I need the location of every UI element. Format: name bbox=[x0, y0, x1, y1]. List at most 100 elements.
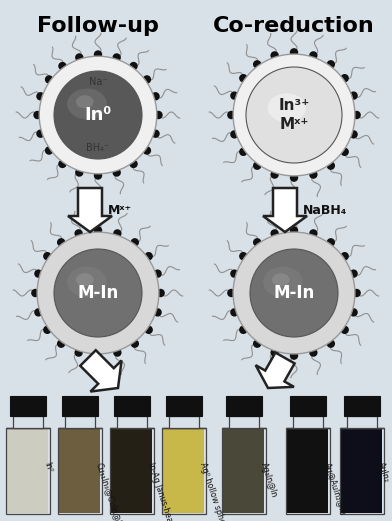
Circle shape bbox=[74, 349, 83, 357]
Circle shape bbox=[151, 92, 160, 101]
Circle shape bbox=[309, 229, 318, 238]
Text: NaBH₄: NaBH₄ bbox=[303, 204, 347, 217]
Ellipse shape bbox=[268, 93, 306, 122]
Circle shape bbox=[131, 238, 139, 246]
Circle shape bbox=[145, 252, 153, 260]
Circle shape bbox=[74, 229, 83, 238]
Bar bbox=[293, 416, 323, 428]
Ellipse shape bbox=[263, 267, 303, 297]
Circle shape bbox=[290, 226, 298, 234]
Circle shape bbox=[309, 51, 318, 59]
Circle shape bbox=[43, 326, 51, 334]
Circle shape bbox=[34, 269, 43, 278]
Circle shape bbox=[253, 340, 261, 348]
Ellipse shape bbox=[76, 95, 94, 108]
Text: Na⁻: Na⁻ bbox=[89, 77, 107, 87]
Circle shape bbox=[290, 173, 298, 182]
Circle shape bbox=[270, 349, 279, 357]
Text: M-In: M-In bbox=[77, 284, 119, 302]
Circle shape bbox=[327, 162, 335, 170]
Bar bbox=[169, 416, 199, 428]
Bar bbox=[114, 396, 150, 416]
Polygon shape bbox=[263, 188, 307, 232]
Bar bbox=[62, 396, 98, 416]
Circle shape bbox=[153, 269, 162, 278]
Ellipse shape bbox=[272, 273, 290, 287]
Bar bbox=[226, 396, 262, 416]
Text: In⁰: In⁰ bbox=[84, 106, 112, 124]
Circle shape bbox=[143, 75, 151, 84]
Circle shape bbox=[239, 147, 247, 156]
Text: Ag⁰ hollow spheres: Ag⁰ hollow spheres bbox=[198, 461, 230, 521]
Circle shape bbox=[239, 252, 247, 260]
Circle shape bbox=[327, 238, 335, 246]
Ellipse shape bbox=[233, 232, 355, 354]
Circle shape bbox=[31, 289, 40, 297]
Circle shape bbox=[341, 74, 349, 82]
Circle shape bbox=[58, 62, 67, 70]
Circle shape bbox=[113, 168, 121, 177]
Text: Cu₁₁In₉@CuIn@In: Cu₁₁In₉@CuIn@In bbox=[94, 461, 124, 521]
Circle shape bbox=[227, 289, 236, 297]
Circle shape bbox=[227, 111, 236, 119]
Ellipse shape bbox=[39, 56, 157, 174]
Circle shape bbox=[113, 53, 121, 61]
Circle shape bbox=[290, 352, 298, 360]
Circle shape bbox=[57, 340, 65, 348]
Ellipse shape bbox=[54, 249, 142, 337]
Bar bbox=[229, 416, 259, 428]
Circle shape bbox=[239, 74, 247, 82]
Circle shape bbox=[230, 308, 239, 317]
Text: In⁰: In⁰ bbox=[42, 461, 54, 474]
Circle shape bbox=[253, 238, 261, 246]
Bar bbox=[117, 416, 147, 428]
Circle shape bbox=[270, 170, 279, 179]
Text: Au@AuIn₂@In: Au@AuIn₂@In bbox=[323, 461, 348, 516]
Circle shape bbox=[75, 168, 83, 177]
Circle shape bbox=[33, 111, 42, 119]
Bar bbox=[10, 396, 46, 416]
Bar bbox=[341, 429, 383, 513]
Circle shape bbox=[253, 60, 261, 69]
Bar bbox=[223, 429, 265, 513]
Circle shape bbox=[239, 326, 247, 334]
Circle shape bbox=[75, 53, 83, 61]
Circle shape bbox=[94, 226, 102, 234]
Circle shape bbox=[309, 170, 318, 179]
Circle shape bbox=[309, 349, 318, 357]
Circle shape bbox=[58, 160, 67, 168]
Circle shape bbox=[327, 60, 335, 69]
Circle shape bbox=[94, 352, 102, 360]
Circle shape bbox=[349, 92, 358, 100]
Ellipse shape bbox=[37, 232, 159, 354]
Circle shape bbox=[145, 326, 153, 334]
Circle shape bbox=[349, 308, 358, 317]
Circle shape bbox=[151, 130, 160, 138]
Text: Ag₃In@In: Ag₃In@In bbox=[258, 461, 278, 498]
Circle shape bbox=[341, 252, 349, 260]
Circle shape bbox=[131, 340, 139, 348]
Circle shape bbox=[230, 269, 239, 278]
Circle shape bbox=[143, 146, 151, 155]
Bar bbox=[290, 396, 326, 416]
Bar bbox=[347, 416, 377, 428]
Circle shape bbox=[349, 130, 358, 139]
Circle shape bbox=[253, 162, 261, 170]
Circle shape bbox=[129, 160, 138, 168]
Bar bbox=[13, 416, 43, 428]
Circle shape bbox=[57, 238, 65, 246]
Circle shape bbox=[153, 308, 162, 317]
Circle shape bbox=[43, 252, 51, 260]
Circle shape bbox=[94, 171, 102, 180]
Bar bbox=[60, 429, 100, 513]
Circle shape bbox=[352, 111, 361, 119]
Polygon shape bbox=[68, 188, 112, 232]
Text: Follow-up: Follow-up bbox=[37, 16, 159, 36]
Circle shape bbox=[45, 146, 53, 155]
Ellipse shape bbox=[67, 267, 107, 297]
Circle shape bbox=[341, 147, 349, 156]
Circle shape bbox=[230, 130, 239, 139]
Circle shape bbox=[45, 75, 53, 84]
Circle shape bbox=[129, 62, 138, 70]
Circle shape bbox=[352, 289, 361, 297]
